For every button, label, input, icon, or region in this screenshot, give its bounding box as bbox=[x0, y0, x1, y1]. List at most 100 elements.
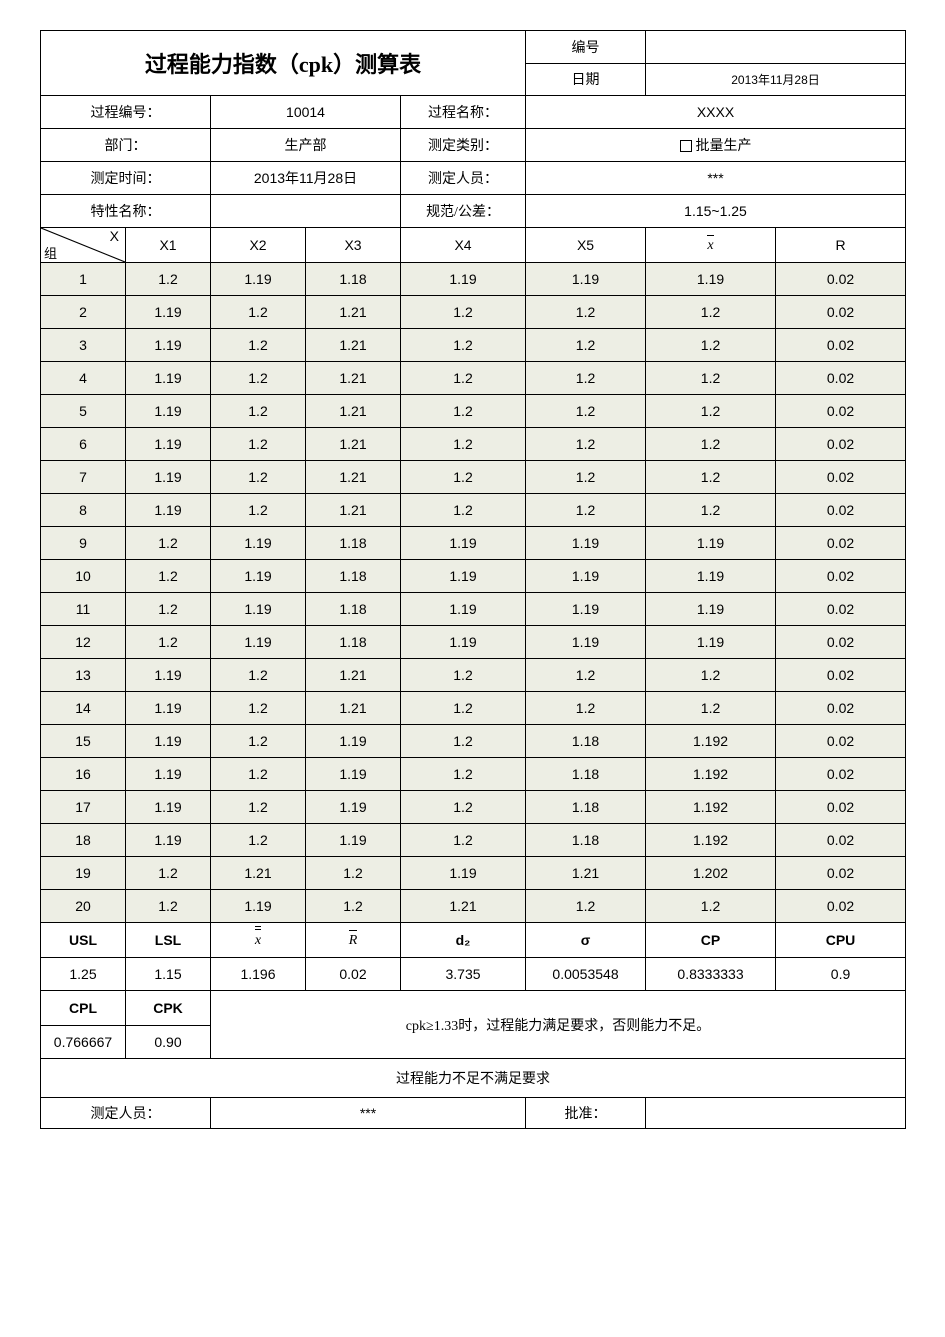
cell: 1.21 bbox=[306, 395, 401, 428]
cell: 1.19 bbox=[526, 263, 646, 296]
cell: 1.19 bbox=[126, 791, 211, 824]
cell: 1.19 bbox=[211, 626, 306, 659]
cell: 1.19 bbox=[401, 593, 526, 626]
cell: 1.2 bbox=[646, 461, 776, 494]
cell: 0.02 bbox=[776, 857, 906, 890]
cell: 1.2 bbox=[646, 296, 776, 329]
cell: 1.19 bbox=[126, 758, 211, 791]
cell: 0.02 bbox=[776, 494, 906, 527]
table-row: 201.21.191.21.211.21.20.02 bbox=[41, 890, 906, 923]
table-row: 81.191.21.211.21.21.20.02 bbox=[41, 494, 906, 527]
conclusion: 过程能力不足不满足要求 bbox=[41, 1059, 906, 1098]
cell: 0.02 bbox=[776, 725, 906, 758]
cell: 1.2 bbox=[211, 692, 306, 725]
cell: 20 bbox=[41, 890, 126, 923]
cell: 6 bbox=[41, 428, 126, 461]
table-row: 101.21.191.181.191.191.190.02 bbox=[41, 560, 906, 593]
cell: 1.18 bbox=[306, 527, 401, 560]
number-label: 编号 bbox=[526, 31, 646, 64]
cell: 1.19 bbox=[401, 527, 526, 560]
cell: 1.2 bbox=[401, 494, 526, 527]
cell: 0.02 bbox=[776, 395, 906, 428]
table-row: 181.191.21.191.21.181.1920.02 bbox=[41, 824, 906, 857]
measure-time-value: 2013年11月28日 bbox=[211, 162, 401, 195]
cell: 8 bbox=[41, 494, 126, 527]
cell: 0.02 bbox=[776, 527, 906, 560]
cpl-value: 0.766667 bbox=[41, 1026, 126, 1059]
cell: 0.02 bbox=[776, 791, 906, 824]
cell: 1.2 bbox=[126, 593, 211, 626]
footer-approver-value bbox=[646, 1098, 906, 1129]
cell: 0.02 bbox=[776, 296, 906, 329]
cell: 1.21 bbox=[306, 428, 401, 461]
usl-value: 1.25 bbox=[41, 958, 126, 991]
table-row: 11.21.191.181.191.191.190.02 bbox=[41, 263, 906, 296]
cell: 1.21 bbox=[306, 494, 401, 527]
cell: 1.18 bbox=[306, 626, 401, 659]
cell: 0.02 bbox=[776, 428, 906, 461]
cell: 18 bbox=[41, 824, 126, 857]
spec-label: 规范/公差： bbox=[401, 195, 526, 228]
table-row: 41.191.21.211.21.21.20.02 bbox=[41, 362, 906, 395]
cell: 1.2 bbox=[526, 692, 646, 725]
cell: 1.19 bbox=[401, 560, 526, 593]
date-value: 2013年11月28日 bbox=[646, 63, 906, 96]
cell: 1.19 bbox=[646, 560, 776, 593]
cell: 1.19 bbox=[126, 329, 211, 362]
cell: 5 bbox=[41, 395, 126, 428]
col-r: R bbox=[776, 228, 906, 263]
char-name-label: 特性名称： bbox=[41, 195, 211, 228]
cell: 1.18 bbox=[526, 824, 646, 857]
cell: 1.21 bbox=[526, 857, 646, 890]
cell: 1.19 bbox=[211, 560, 306, 593]
d2-value: 3.735 bbox=[401, 958, 526, 991]
cpk-note: cpk≥1.33时，过程能力满足要求，否则能力不足。 bbox=[211, 991, 906, 1059]
sigma-label: σ bbox=[526, 923, 646, 958]
table-row: 91.21.191.181.191.191.190.02 bbox=[41, 527, 906, 560]
cell: 1.202 bbox=[646, 857, 776, 890]
cell: 1.19 bbox=[126, 692, 211, 725]
cell: 1.2 bbox=[646, 362, 776, 395]
cell: 10 bbox=[41, 560, 126, 593]
cell: 1.19 bbox=[211, 593, 306, 626]
cell: 1.19 bbox=[126, 494, 211, 527]
cell: 1.2 bbox=[646, 692, 776, 725]
sigma-value: 0.0053548 bbox=[526, 958, 646, 991]
cell: 1.19 bbox=[646, 593, 776, 626]
col-x4: X4 bbox=[401, 228, 526, 263]
cell: 1.21 bbox=[306, 692, 401, 725]
cpk-table: 过程能力指数（cpk）测算表 编号 日期 2013年11月28日 过程编号： 1… bbox=[40, 30, 906, 1129]
measure-type-value: 批量生产 bbox=[526, 129, 906, 162]
cell: 1.19 bbox=[646, 527, 776, 560]
cell: 1.192 bbox=[646, 758, 776, 791]
footer-approver-label: 批准： bbox=[526, 1098, 646, 1129]
cell: 1.2 bbox=[126, 857, 211, 890]
cell: 0.02 bbox=[776, 461, 906, 494]
cell: 1.19 bbox=[401, 263, 526, 296]
dept-value: 生产部 bbox=[211, 129, 401, 162]
cell: 1.18 bbox=[526, 758, 646, 791]
cell: 1.2 bbox=[126, 527, 211, 560]
cell: 1.19 bbox=[126, 296, 211, 329]
cpu-label: CPU bbox=[776, 923, 906, 958]
cell: 0.02 bbox=[776, 593, 906, 626]
cell: 1.2 bbox=[401, 329, 526, 362]
date-label: 日期 bbox=[526, 63, 646, 96]
cell: 1.2 bbox=[401, 461, 526, 494]
cell: 1.2 bbox=[526, 461, 646, 494]
lsl-value: 1.15 bbox=[126, 958, 211, 991]
cell: 1.21 bbox=[306, 296, 401, 329]
cell: 1.19 bbox=[646, 263, 776, 296]
cell: 1.19 bbox=[526, 593, 646, 626]
cell: 1.2 bbox=[126, 560, 211, 593]
cell: 19 bbox=[41, 857, 126, 890]
table-row: 71.191.21.211.21.21.20.02 bbox=[41, 461, 906, 494]
cell: 11 bbox=[41, 593, 126, 626]
cell: 1.2 bbox=[526, 659, 646, 692]
col-x3: X3 bbox=[306, 228, 401, 263]
number-value bbox=[646, 31, 906, 64]
cell: 0.02 bbox=[776, 626, 906, 659]
lsl-label: LSL bbox=[126, 923, 211, 958]
cell: 1.2 bbox=[401, 791, 526, 824]
measure-person-value: *** bbox=[526, 162, 906, 195]
